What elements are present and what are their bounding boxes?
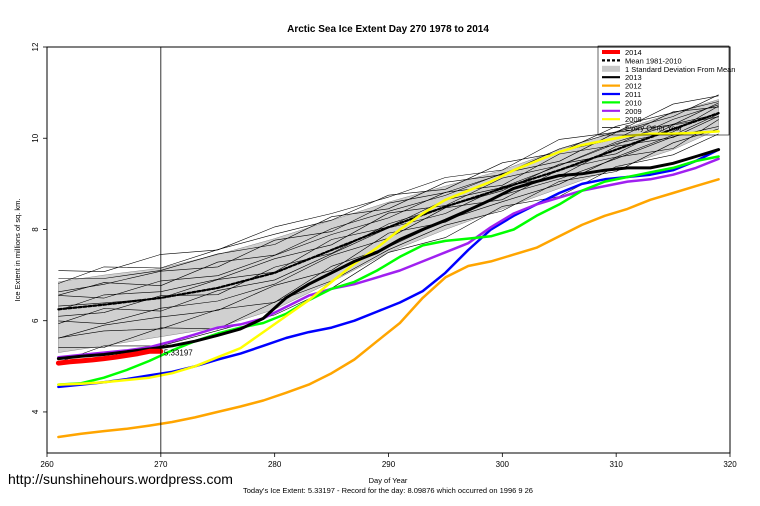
legend-label: 2013 [625, 73, 642, 82]
series-line-2013 [56, 148, 721, 361]
legend-label: 2012 [625, 82, 642, 91]
series-line-2014 [55, 348, 164, 366]
legend-label: Mean 1981-2010 [625, 56, 682, 65]
every-other-year-line [58, 101, 719, 284]
x-tick-label: 320 [723, 460, 737, 469]
chart-title: Arctic Sea Ice Extent Day 270 1978 to 20… [287, 24, 489, 35]
series-line-2012 [57, 178, 720, 439]
y-tick-label: 6 [31, 318, 40, 323]
y-tick-label: 10 [31, 133, 40, 142]
y-tick-label: 4 [31, 409, 40, 414]
legend-label: Every Other Year [625, 124, 683, 133]
legend-label: 2008 [625, 115, 642, 124]
x-tick-label: 270 [154, 460, 168, 469]
y-axis-ticks: 4 6 8 10 12 [31, 42, 47, 414]
legend-label: 2010 [625, 98, 642, 107]
series-layer [55, 111, 721, 439]
x-tick-label: 260 [40, 460, 54, 469]
watermark-url: http://sunshinehours.wordpress.com [8, 471, 233, 487]
x-tick-label: 300 [496, 460, 510, 469]
x-axis-ticks: 260 270 280 290 300 310 320 [40, 453, 737, 469]
legend-label: 1 Standard Deviation From Mean [625, 65, 735, 74]
y-tick-label: 8 [31, 227, 40, 232]
every-other-year-line [58, 102, 719, 296]
legend-label: 2009 [625, 107, 642, 116]
x-axis-label: Day of Year [369, 476, 408, 485]
current-value-label: 5.33197 [164, 348, 193, 357]
footer-text: Today's Ice Extent: 5.33197 - Record for… [243, 486, 533, 495]
y-axis-label: Ice Extent in millions of sq. km. [13, 199, 22, 302]
legend-box [597, 45, 730, 136]
series-line-2009 [57, 157, 720, 359]
legend-label: 2011 [625, 90, 641, 99]
x-tick-label: 310 [609, 460, 623, 469]
y-tick-label: 12 [31, 42, 40, 51]
legend-swatch [602, 65, 620, 72]
series-line-2011 [57, 148, 720, 389]
legend-label: 2014 [625, 48, 642, 57]
series-line-2010 [57, 155, 720, 386]
x-tick-label: 290 [382, 460, 396, 469]
series-line-2008 [57, 130, 720, 386]
x-tick-label: 280 [268, 460, 282, 469]
